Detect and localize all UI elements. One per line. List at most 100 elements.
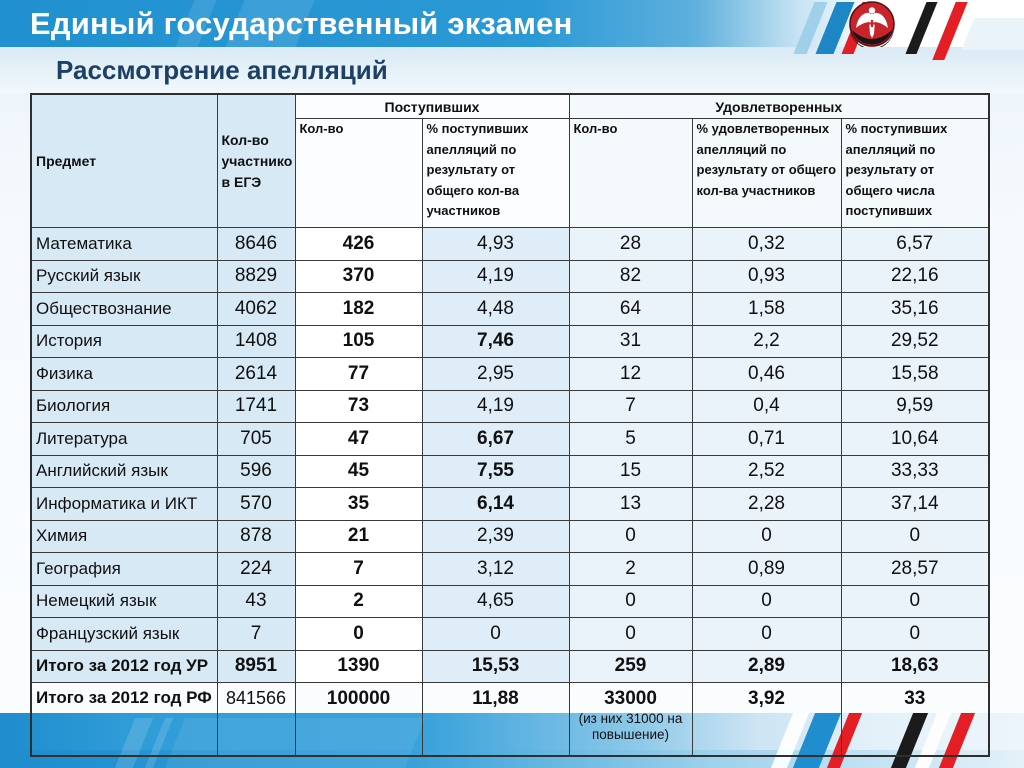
received-count-cell: 100000	[294, 681, 423, 756]
participants-cell: 1741	[216, 389, 296, 423]
col-header-received-pct: % поступивших апелляций по результату от…	[421, 118, 570, 228]
table-row: Математика 8646 426 4,93 28 0,32 6,57	[30, 227, 990, 261]
satisfied-pct-cell: 2,28	[691, 487, 842, 521]
received-pct-cell: 4,93	[421, 227, 570, 261]
col-header-received-count: Кол-во	[294, 118, 423, 228]
subject-cell: История	[30, 324, 218, 358]
received-pct-cell: 2,95	[421, 357, 570, 391]
col-header-satisfied-count: Кол-во	[568, 118, 693, 228]
participants-cell: 596	[216, 454, 296, 488]
page-title: Единый государственный экзамен	[30, 6, 573, 41]
received-count-cell: 73	[294, 389, 423, 423]
received-count-cell: 426	[294, 227, 423, 261]
subject-cell: Литература	[30, 422, 218, 456]
pct-of-received-cell: 9,59	[840, 389, 990, 423]
satisfied-count-cell: 15	[568, 454, 693, 488]
table-row: Русский язык 8829 370 4,19 82 0,93 22,16	[30, 259, 990, 293]
satisfied-count-cell: 64	[568, 292, 693, 326]
satisfied-pct-cell: 3,92	[691, 681, 842, 756]
received-pct-cell: 4,48	[421, 292, 570, 326]
received-pct-cell: 7,46	[421, 324, 570, 358]
col-header-subject: Предмет	[30, 93, 218, 228]
participants-cell: 2614	[216, 357, 296, 391]
total-rf-row: Итого за 2012 год РФ 841566 100000 11,88…	[30, 681, 990, 756]
received-pct-cell: 7,55	[421, 454, 570, 488]
table-row: Литература 705 47 6,67 5 0,71 10,64	[30, 422, 990, 456]
satisfied-count-cell: 12	[568, 357, 693, 391]
participants-cell: 705	[216, 422, 296, 456]
received-count-cell: 0	[294, 617, 423, 651]
table-row: Информатика и ИКТ 570 35 6,14 13 2,28 37…	[30, 487, 990, 521]
subtitle-band	[0, 47, 1024, 93]
table-row: Биология 1741 73 4,19 7 0,4 9,59	[30, 389, 990, 423]
table-row: География 224 7 3,12 2 0,89 28,57	[30, 552, 990, 586]
participants-cell: 4062	[216, 292, 296, 326]
satisfied-pct-cell: 0,4	[691, 389, 842, 423]
satisfied-count-cell: 31	[568, 324, 693, 358]
satisfied-pct-cell: 2,89	[691, 649, 842, 683]
table-row: История 1408 105 7,46 31 2,2 29,52	[30, 324, 990, 358]
satisfied-count-cell: 0	[568, 584, 693, 618]
received-count-cell: 77	[294, 357, 423, 391]
satisfied-pct-cell: 0	[691, 519, 842, 553]
pct-of-received-cell: 0	[840, 584, 990, 618]
received-pct-cell: 4,19	[421, 259, 570, 293]
satisfied-count-cell: 33000 (из них 31000 на повышение)	[568, 681, 693, 756]
satisfied-count-cell: 259	[568, 649, 693, 683]
table-row: Химия 878 21 2,39 0 0 0	[30, 519, 990, 553]
col-header-received-of-total-pct: % поступивших апелляций по результату от…	[840, 118, 990, 228]
satisfied-pct-cell: 1,58	[691, 292, 842, 326]
participants-cell: 1408	[216, 324, 296, 358]
participants-cell: 7	[216, 617, 296, 651]
group-header-received: Поступивших	[294, 93, 570, 119]
subject-cell: Английский язык	[30, 454, 218, 488]
subject-cell: Французский язык	[30, 617, 218, 651]
received-pct-cell: 6,67	[421, 422, 570, 456]
satisfied-count-cell: 2	[568, 552, 693, 586]
satisfied-count-cell: 0	[568, 519, 693, 553]
table-row: Французский язык 7 0 0 0 0 0	[30, 617, 990, 651]
pct-of-received-cell: 10,64	[840, 422, 990, 456]
satisfied-pct-cell: 0,32	[691, 227, 842, 261]
subject-cell: Итого за 2012 год УР	[30, 649, 218, 683]
subject-cell: Информатика и ИКТ	[30, 487, 218, 521]
satisfied-pct-cell: 0	[691, 584, 842, 618]
pct-of-received-cell: 33	[840, 681, 990, 756]
satisfied-count-cell: 7	[568, 389, 693, 423]
pct-of-received-cell: 15,58	[840, 357, 990, 391]
received-count-cell: 35	[294, 487, 423, 521]
total-ur-row: Итого за 2012 год УР 8951 1390 15,53 259…	[30, 649, 990, 683]
satisfied-pct-cell: 0	[691, 617, 842, 651]
satisfied-count-cell: 0	[568, 617, 693, 651]
satisfied-count-cell: 82	[568, 259, 693, 293]
received-pct-cell: 4,65	[421, 584, 570, 618]
received-pct-cell: 15,53	[421, 649, 570, 683]
satisfied-count-cell: 13	[568, 487, 693, 521]
satisfied-count-value: 33000	[604, 687, 657, 709]
subject-cell: Математика	[30, 227, 218, 261]
subject-cell: География	[30, 552, 218, 586]
table-row: Физика 2614 77 2,95 12 0,46 15,58	[30, 357, 990, 391]
received-count-cell: 105	[294, 324, 423, 358]
pct-of-received-cell: 35,16	[840, 292, 990, 326]
participants-cell: 8951	[216, 649, 296, 683]
subject-cell: Итого за 2012 год РФ	[30, 681, 218, 756]
pct-of-received-cell: 18,63	[840, 649, 990, 683]
table-row: Немецкий язык 43 2 4,65 0 0 0	[30, 584, 990, 618]
table-row: Английский язык 596 45 7,55 15 2,52 33,3…	[30, 454, 990, 488]
satisfied-pct-cell: 2,52	[691, 454, 842, 488]
participants-cell: 8829	[216, 259, 296, 293]
received-pct-cell: 3,12	[421, 552, 570, 586]
pct-of-received-cell: 0	[840, 617, 990, 651]
header-group-row: Предмет Кол-во участнико в ЕГЭ Поступивш…	[30, 93, 990, 228]
participants-cell: 224	[216, 552, 296, 586]
received-count-cell: 1390	[294, 649, 423, 683]
received-count-cell: 370	[294, 259, 423, 293]
satisfied-pct-cell: 0,93	[691, 259, 842, 293]
satisfied-pct-cell: 0,71	[691, 422, 842, 456]
subject-cell: Русский язык	[30, 259, 218, 293]
received-pct-cell: 11,88	[421, 681, 570, 756]
participants-cell: 841566	[216, 681, 296, 756]
pct-of-received-cell: 6,57	[840, 227, 990, 261]
